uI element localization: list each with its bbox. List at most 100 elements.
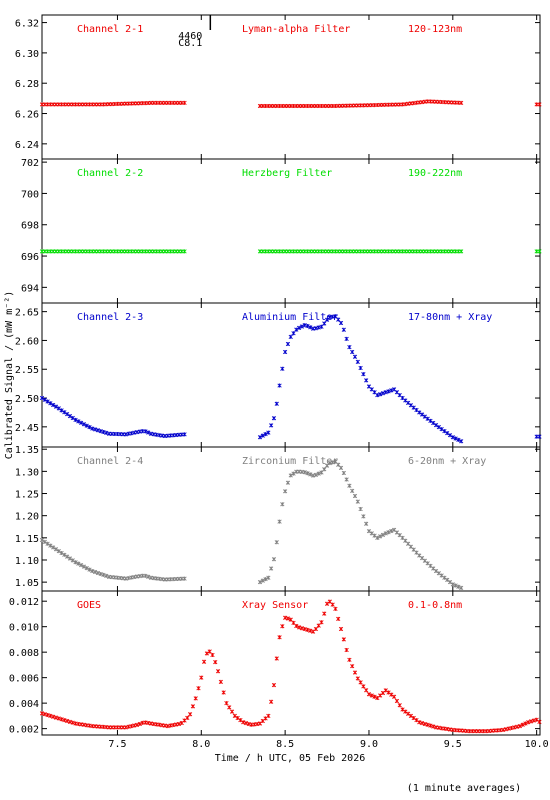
data-point xyxy=(280,366,285,371)
band-label: 0.1-0.8nm xyxy=(408,600,462,611)
data-point xyxy=(288,473,293,478)
data-point xyxy=(347,483,352,488)
panel-frame xyxy=(41,302,541,448)
data-point xyxy=(95,428,101,433)
data-point xyxy=(185,715,190,721)
data-point xyxy=(201,659,207,664)
data-point xyxy=(224,701,229,706)
data-point xyxy=(235,715,240,721)
y-tick-label: 1.30 xyxy=(15,467,39,478)
y-tick-label: 6.28 xyxy=(15,79,39,90)
data-point xyxy=(436,425,441,430)
data-point xyxy=(313,626,318,632)
data-point xyxy=(269,566,274,571)
data-point xyxy=(453,583,458,588)
data-point xyxy=(98,429,103,434)
data-point xyxy=(442,575,447,580)
data-point xyxy=(84,423,89,428)
data-point xyxy=(146,430,151,435)
data-point xyxy=(417,720,422,725)
data-point xyxy=(316,623,321,628)
data-point xyxy=(411,715,416,721)
data-point xyxy=(372,533,377,538)
data-point xyxy=(90,426,95,431)
data-point xyxy=(375,535,380,540)
panel-1: 6.24 6.26 6.28 6.30 6.32 Channel 2-1 Lyman-alp… xyxy=(15,14,542,160)
y-tick-label: 700 xyxy=(21,189,39,200)
y-tick-label: 1.10 xyxy=(15,556,39,567)
data-point xyxy=(338,320,344,326)
band-label: 6-20nm + Xray xyxy=(408,456,486,467)
data-point xyxy=(459,249,464,254)
data-point xyxy=(358,680,363,685)
data-point xyxy=(414,718,419,723)
data-point xyxy=(104,573,109,578)
filter-label: Herzberg Filter xyxy=(242,168,332,179)
data-point xyxy=(422,721,427,727)
data-point xyxy=(428,723,433,728)
data-point xyxy=(344,647,349,653)
data-point xyxy=(369,531,374,536)
data-point xyxy=(358,365,363,371)
data-point xyxy=(76,419,81,424)
data-point xyxy=(450,582,455,587)
data-point xyxy=(59,550,64,556)
data-series xyxy=(39,99,542,109)
data-point xyxy=(277,383,282,388)
data-point xyxy=(70,720,75,725)
data-point xyxy=(92,569,98,575)
data-point xyxy=(84,565,89,571)
data-point xyxy=(274,401,279,406)
data-point xyxy=(56,716,61,721)
data-point xyxy=(526,720,531,725)
data-point xyxy=(459,439,464,444)
data-point xyxy=(456,584,461,589)
panel-frame xyxy=(41,14,541,160)
data-point xyxy=(308,325,313,330)
y-tick-label: 6.30 xyxy=(15,49,39,60)
x-tick-label: 9.5 xyxy=(444,739,462,750)
data-point xyxy=(79,563,84,568)
data-point xyxy=(51,402,56,408)
y-tick-label: 2.45 xyxy=(15,423,39,434)
data-point xyxy=(257,580,263,585)
data-point xyxy=(316,325,321,330)
data-point xyxy=(260,578,265,583)
panel-4: 1.05 1.10 1.15 1.20 1.25 1.30 1.35 Channel 2-4 Z… xyxy=(15,445,541,592)
data-point xyxy=(333,314,338,319)
data-point xyxy=(65,554,70,559)
data-point xyxy=(431,420,436,426)
data-point xyxy=(241,720,246,725)
flare-class: C8.1 xyxy=(178,38,202,49)
data-point xyxy=(352,493,358,499)
data-point xyxy=(299,324,305,329)
data-point xyxy=(190,704,196,709)
data-point xyxy=(182,432,187,437)
data-point xyxy=(338,465,344,471)
data-point xyxy=(48,543,53,548)
data-point xyxy=(313,472,318,477)
data-point xyxy=(364,688,369,693)
data-point xyxy=(344,336,349,342)
y-tick-label: 702 xyxy=(21,158,39,169)
data-point xyxy=(341,470,346,476)
data-point xyxy=(428,418,433,424)
data-point xyxy=(425,416,430,421)
data-point xyxy=(383,390,388,395)
data-point xyxy=(283,615,288,620)
data-point xyxy=(366,692,372,697)
data-point xyxy=(42,539,47,545)
data-point xyxy=(87,425,92,430)
y-tick-label: 694 xyxy=(21,283,39,294)
data-point xyxy=(302,323,307,328)
data-point xyxy=(364,521,369,526)
data-point xyxy=(73,417,78,423)
data-point xyxy=(257,435,263,440)
data-point xyxy=(352,354,358,359)
y-tick-label: 0.012 xyxy=(9,597,39,608)
panel-frame xyxy=(41,446,541,592)
data-point xyxy=(322,611,327,616)
data-point xyxy=(319,324,324,329)
data-point xyxy=(45,399,50,404)
data-point xyxy=(361,684,366,689)
